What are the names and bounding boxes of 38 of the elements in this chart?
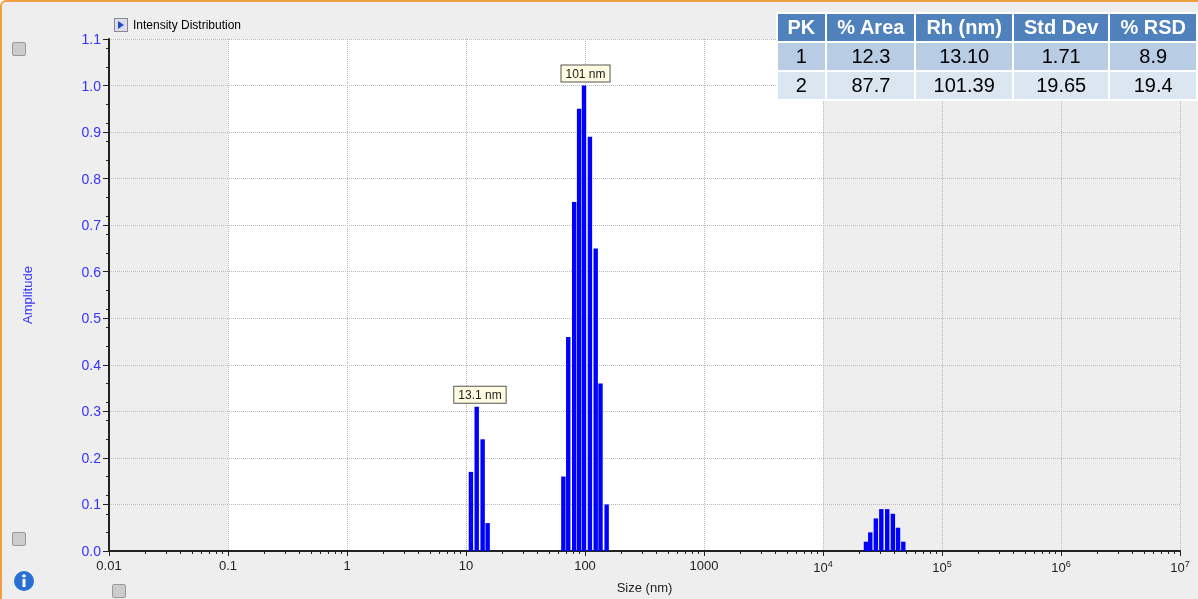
y-tick-label: 0.9	[81, 124, 102, 141]
y-tick-label: 0.1	[81, 496, 102, 513]
y-tick-label: 0.3	[81, 403, 102, 420]
y-tick-label: 1.1	[81, 31, 102, 47]
annotation: 87.7	[826, 71, 916, 100]
y-axis-title: Amplitude	[20, 266, 35, 324]
x-tick-label: 1000	[689, 558, 719, 573]
x-tick-label: 10	[458, 558, 474, 573]
text: Rh (nm)	[915, 13, 1013, 42]
annotation: 2	[776, 71, 827, 100]
chart-title: Intensity Distribution	[133, 18, 242, 32]
y-tick-label: 0.5	[81, 310, 102, 327]
y-tick-label: 1.0	[81, 77, 102, 94]
text: PK	[776, 13, 827, 42]
text: % RSD	[1109, 13, 1197, 42]
annotation: 13.1 nm	[458, 387, 502, 402]
annotation: 1	[776, 42, 827, 71]
y-tick-label: 0.0	[81, 543, 102, 559]
y-tick-label: 0.2	[81, 449, 102, 466]
annotation: 101.39	[915, 71, 1013, 100]
x-tick-label: 0.1	[218, 558, 238, 573]
annotation: 8.9	[1109, 42, 1197, 71]
y-tick-label: 0.6	[81, 263, 102, 280]
text: % Area	[826, 13, 916, 42]
x-axis-title: Size (nm)	[616, 580, 673, 595]
x-tick-label: 0.01	[96, 558, 122, 573]
annotation: 1.71	[1012, 42, 1110, 71]
annotation: 13.10	[915, 42, 1013, 71]
y-tick-label: 0.7	[81, 217, 102, 234]
y-tick-label: 0.4	[81, 356, 102, 373]
annotation: 19.4	[1109, 71, 1197, 100]
annotation: 19.65	[1012, 71, 1110, 100]
x-tick-label: 100	[574, 558, 596, 573]
y-tick-label: 0.8	[81, 170, 102, 187]
x-tick-label: 1	[343, 558, 351, 573]
annotation: 12.3	[826, 42, 916, 71]
annotation: 101 nm	[565, 66, 606, 81]
text: Std Dev	[1012, 13, 1110, 42]
